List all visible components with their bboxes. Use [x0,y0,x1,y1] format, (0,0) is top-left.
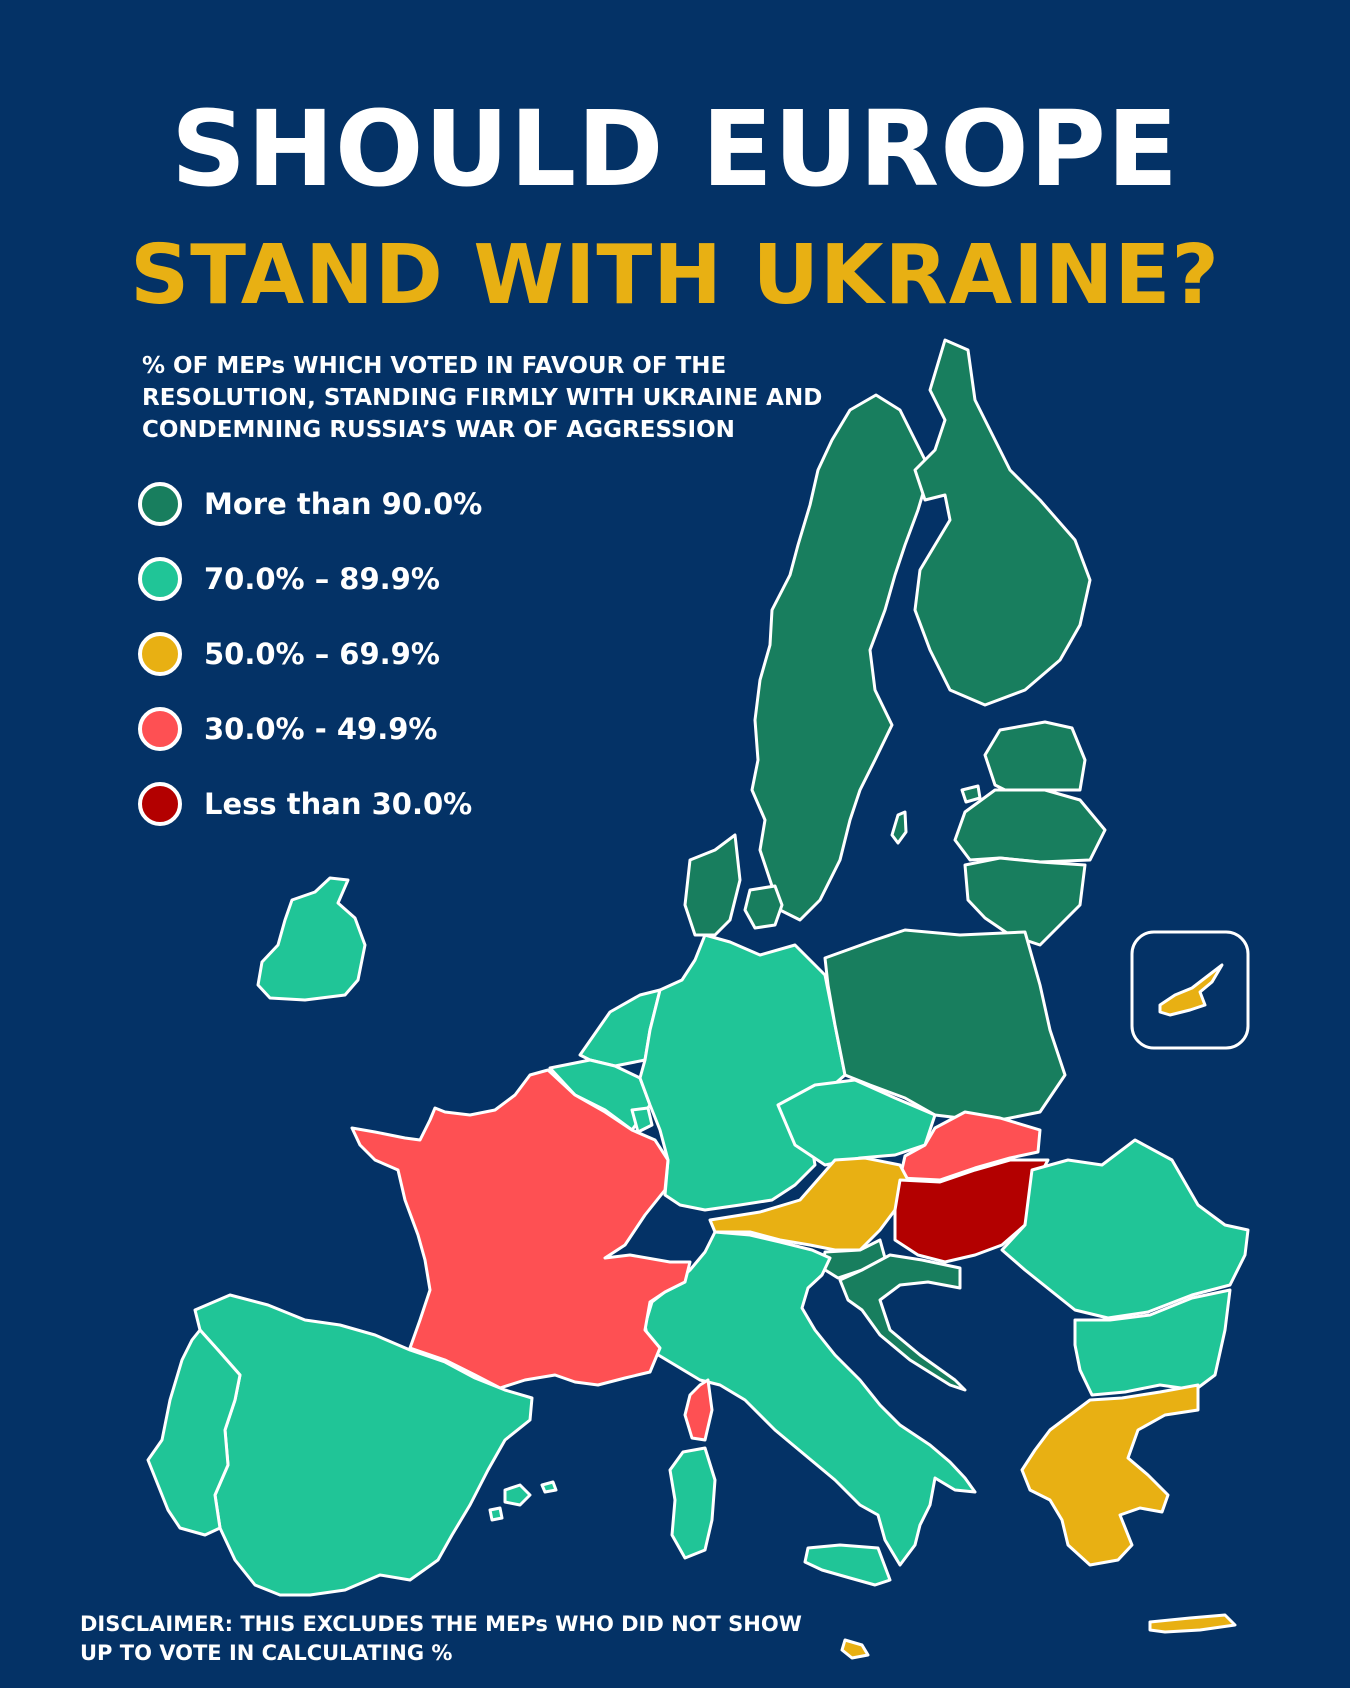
island-sicily [803,1543,892,1587]
legend-label: 30.0% - 49.9% [204,711,438,746]
legend-item-50-69: 50.0% – 69.9% [138,616,482,691]
legend-item-30-49: 30.0% - 49.9% [138,691,482,766]
title-line-1: SHOULD EUROPE [171,88,1179,210]
country-france [350,1068,692,1390]
island-sardinia [668,1446,717,1560]
island-mallorca [503,1483,532,1507]
legend-label: More than 90.0% [204,486,483,521]
legend-swatch-light-green [138,556,182,601]
country-hungary [893,1158,1050,1264]
country-sweden [750,393,932,922]
country-italy [643,1230,977,1567]
country-finland [913,338,1092,707]
country-latvia [953,788,1107,864]
legend-swatch-dark-red [138,781,182,826]
legend-swatch-dark-green [138,481,182,526]
title-line-2: STAND WITH UKRAINE? [130,228,1220,323]
island-crete [1148,1613,1237,1634]
country-croatia [838,1253,967,1392]
country-austria [708,1156,910,1252]
island-corsica [683,1378,714,1442]
country-luxembourg [630,1106,654,1134]
legend-item-70-89: 70.0% – 89.9% [138,541,482,616]
island-malta [840,1638,870,1660]
cyprus-inset-frame [1130,930,1250,1050]
country-estonia [983,720,1087,797]
country-cyprus [1158,963,1224,1017]
island-saaremaa [960,784,982,804]
island-menorca [540,1480,558,1494]
country-bulgaria [1073,1288,1232,1397]
map-subtitle: % OF MEPs WHICH VOTED IN FAVOUR OF THE R… [142,353,823,443]
country-portugal [146,1328,242,1537]
island-ibiza [488,1506,504,1522]
country-germany [638,933,847,1212]
island-gotland [890,810,908,845]
legend-item-less-than-30: Less than 30.0% [138,766,482,841]
country-ireland [256,876,367,1002]
country-slovakia [898,1110,1042,1182]
legend: More than 90.0% 70.0% – 89.9% 50.0% – 69… [138,466,482,841]
country-lithuania [963,856,1087,947]
legend-item-more-than-90: More than 90.0% [138,466,482,541]
disclaimer: DISCLAIMER: THIS EXCLUDES THE MEPs WHO D… [80,1612,802,1665]
legend-swatch-light-red [138,706,182,751]
legend-label: 70.0% – 89.9% [204,561,440,596]
country-greece [1020,1383,1200,1567]
island-zealand [743,884,784,930]
legend-label: 50.0% – 69.9% [204,636,440,671]
country-denmark [683,833,742,937]
country-romania [1000,1138,1250,1320]
country-poland [823,928,1067,1122]
legend-label: Less than 30.0% [204,786,473,821]
legend-swatch-yellow [138,631,182,676]
